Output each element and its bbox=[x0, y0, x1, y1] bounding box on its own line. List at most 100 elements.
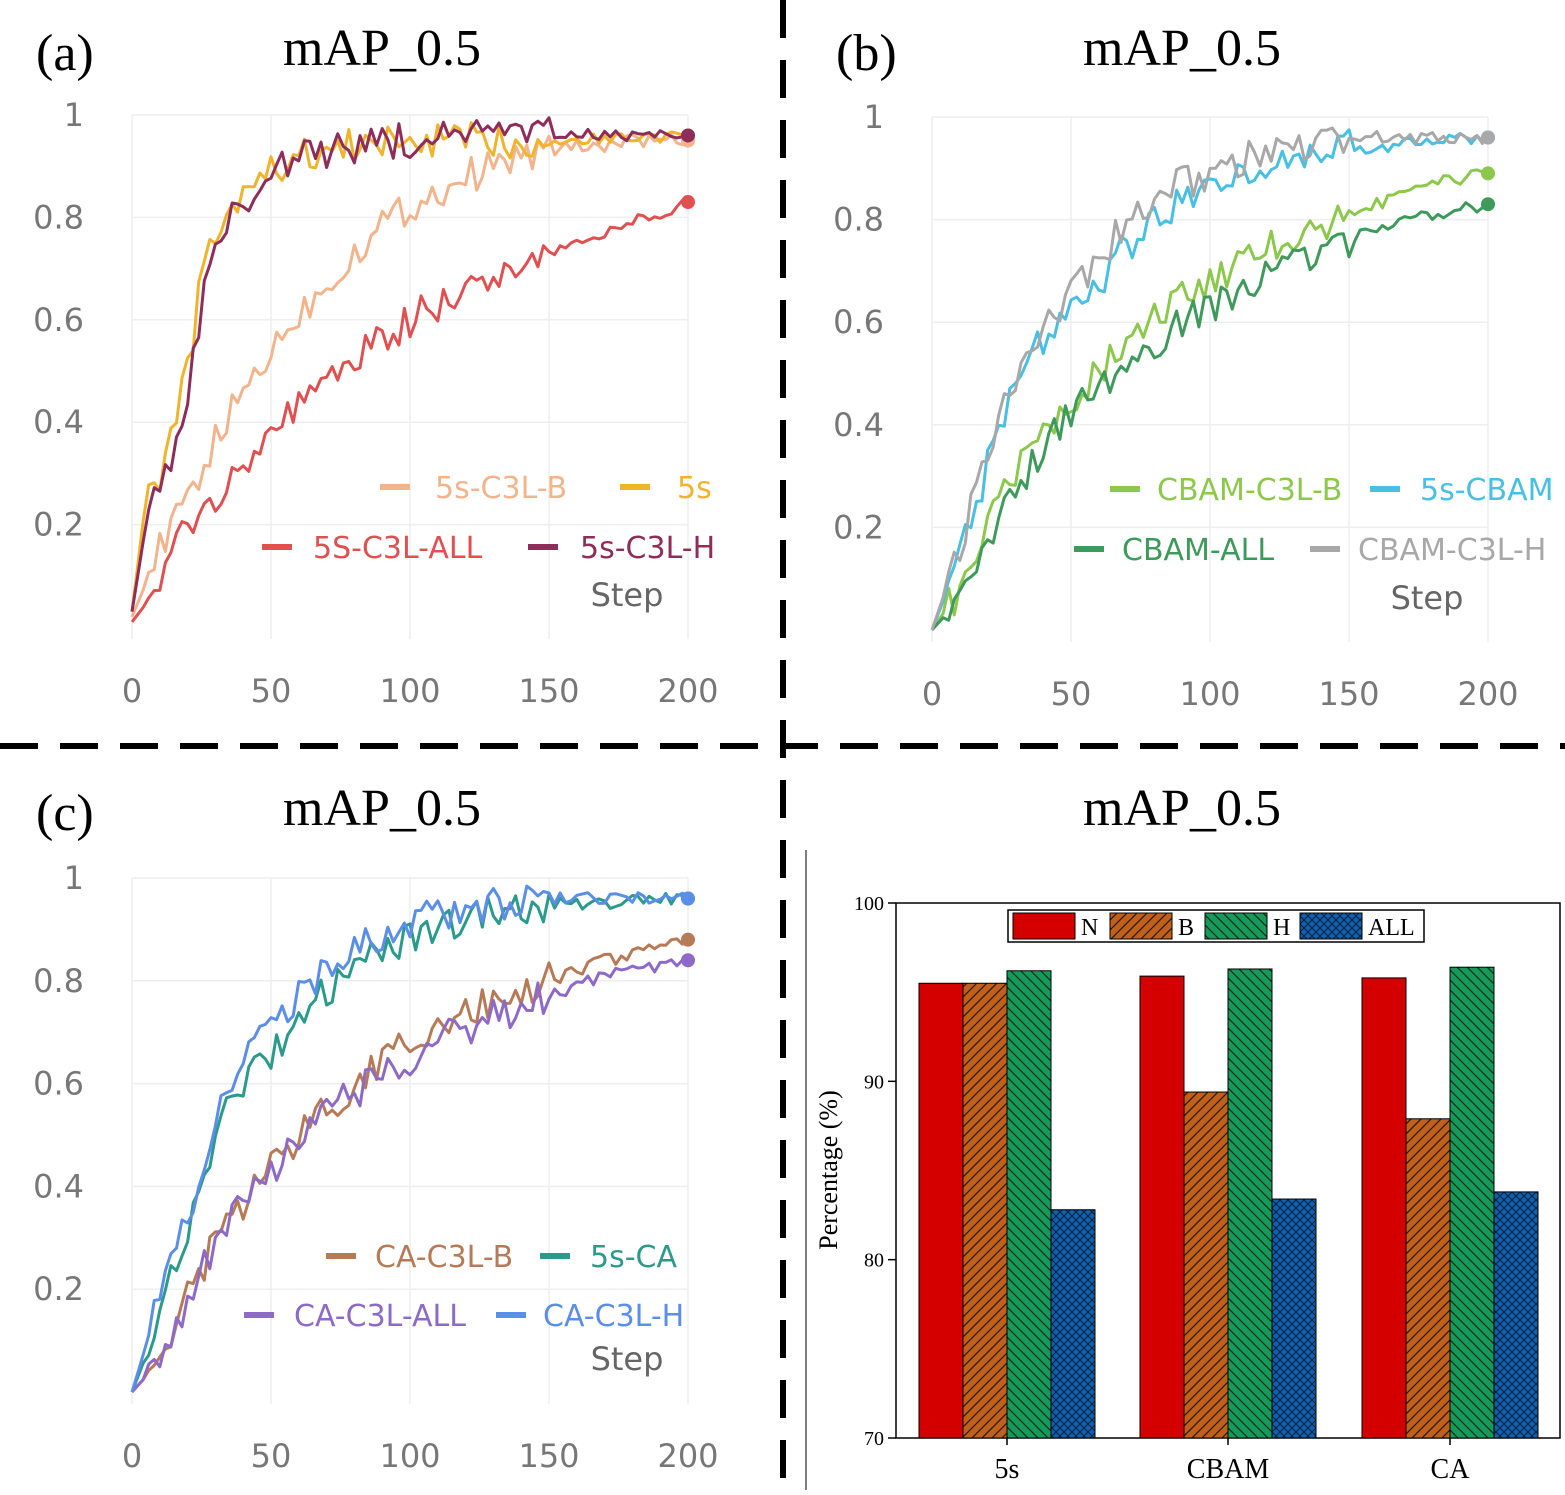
x-tick-label: 100 bbox=[379, 1437, 440, 1475]
panel-b-tag: (b) bbox=[836, 25, 897, 82]
y-tick-label: 1 bbox=[64, 859, 84, 897]
legend-label: 5S-C3L-ALL bbox=[313, 531, 483, 566]
bar bbox=[1139, 975, 1185, 1439]
bar bbox=[1050, 1209, 1096, 1439]
panel-a-step-label: Step bbox=[591, 576, 664, 614]
series-line bbox=[930, 168, 1489, 631]
y-tick-label: 0.4 bbox=[33, 1167, 84, 1205]
y-tick-label: 0.8 bbox=[33, 962, 84, 1000]
y-tick-label: 0.4 bbox=[833, 406, 884, 444]
panel-b-plot-area: 0.2 0.4 0.6 0.8 1 0 50 100 150 200 CBAM-C3L-B 5s-CB… bbox=[833, 98, 1553, 713]
bar bbox=[1271, 1198, 1317, 1439]
series-line bbox=[130, 116, 689, 612]
series-line bbox=[130, 884, 689, 1393]
legend-label: 5s-CA bbox=[590, 1240, 677, 1275]
x-tick-label: 150 bbox=[518, 672, 579, 710]
panel-a: (a) mAP_0.5 0.2 0.4 0.6 0.8 1 0 50 100 150 200 5s-… bbox=[33, 20, 718, 710]
y-tick-label: 0.6 bbox=[33, 301, 84, 339]
y-tick-label: 0.8 bbox=[833, 201, 884, 239]
bar-legend-swatch bbox=[1109, 912, 1173, 940]
series-line bbox=[930, 128, 1490, 631]
bar-legend-swatch bbox=[1012, 912, 1076, 940]
series-line bbox=[130, 936, 690, 1394]
bar-legend-label: H bbox=[1273, 915, 1290, 941]
bar-legend-label: ALL bbox=[1368, 915, 1415, 941]
series-end-marker bbox=[681, 932, 695, 947]
panel-d-plot-area: 70 80 90 100 5s CBAM CA N B H ALL bbox=[854, 893, 1561, 1485]
series-end-marker bbox=[681, 953, 695, 968]
panel-d-title: mAP_0.5 bbox=[1083, 780, 1281, 837]
bar-legend-label: B bbox=[1178, 915, 1194, 941]
series-end-marker bbox=[1481, 130, 1495, 145]
panel-c-tag: (c) bbox=[36, 785, 94, 842]
panel-b: (b) mAP_0.5 0.2 0.4 0.6 0.8 1 0 50 100 150 200 CBA… bbox=[833, 20, 1553, 713]
x-tick-label: 200 bbox=[657, 1437, 718, 1475]
series-end-marker bbox=[681, 128, 695, 143]
legend-label: 5s-CBAM bbox=[1420, 473, 1553, 508]
legend-label: 5s-C3L-H bbox=[580, 531, 715, 566]
legend-label: CBAM-ALL bbox=[1122, 533, 1274, 568]
bar bbox=[1227, 968, 1273, 1439]
series-line bbox=[130, 956, 689, 1394]
panel-a-plot-area: 0.2 0.4 0.6 0.8 1 0 50 100 150 200 5s-C3L-B 5s 5S-C3… bbox=[33, 96, 718, 710]
x-tick-label: 50 bbox=[251, 672, 292, 710]
x-tick-label: 50 bbox=[251, 1437, 292, 1475]
x-tick-label: 150 bbox=[518, 1437, 579, 1475]
bar-legend-swatch bbox=[1299, 912, 1363, 940]
y-tick-label: 0.6 bbox=[833, 303, 884, 341]
series-line bbox=[130, 133, 690, 618]
panel-d: mAP_0.5 Percentage (%) 70 80 90 100 5s CBAM CA… bbox=[805, 780, 1561, 1490]
y-tick-label: 0.4 bbox=[33, 403, 84, 441]
y-tick-label: 1 bbox=[64, 96, 84, 134]
legend-label: CBAM-C3L-H bbox=[1358, 533, 1546, 568]
bar-legend-swatch bbox=[1204, 912, 1268, 940]
x-tick-label: 150 bbox=[1318, 675, 1379, 713]
legend-label: 5s bbox=[677, 471, 712, 506]
series-end-marker bbox=[1481, 166, 1495, 181]
legend-label: CBAM-C3L-B bbox=[1157, 473, 1342, 508]
y-tick-label: 1 bbox=[864, 98, 884, 136]
bar bbox=[1183, 1091, 1229, 1439]
legend-label: CA-C3L-B bbox=[375, 1240, 513, 1275]
x-category-label: 5s bbox=[995, 1454, 1020, 1485]
legend-label: CA-C3L-ALL bbox=[294, 1299, 466, 1334]
panel-d-ylabel: Percentage (%) bbox=[814, 1090, 843, 1250]
x-tick-label: 50 bbox=[1051, 675, 1092, 713]
x-tick-label: 200 bbox=[657, 672, 718, 710]
series-line bbox=[930, 201, 1489, 632]
y-tick-label: 0.2 bbox=[33, 1270, 84, 1308]
y-tick-label: 80 bbox=[864, 1250, 884, 1272]
bar bbox=[1493, 1191, 1539, 1439]
series-line bbox=[130, 197, 689, 623]
bar bbox=[1449, 966, 1495, 1439]
panel-c-title: mAP_0.5 bbox=[283, 780, 481, 837]
x-tick-label: 200 bbox=[1457, 675, 1518, 713]
bar bbox=[1006, 970, 1052, 1439]
panel-b-step-label: Step bbox=[1391, 579, 1464, 617]
legend-label: 5s-C3L-B bbox=[435, 471, 567, 506]
bar bbox=[1405, 1118, 1451, 1439]
series-end-marker bbox=[681, 195, 695, 210]
y-tick-label: 70 bbox=[864, 1428, 884, 1450]
panel-a-title: mAP_0.5 bbox=[283, 20, 481, 77]
panel-c-plot-area: 0.2 0.4 0.6 0.8 1 0 50 100 150 200 CA-C3L-B 5s-CA CA… bbox=[33, 859, 718, 1475]
x-category-label: CA bbox=[1431, 1454, 1471, 1485]
series-line bbox=[930, 126, 1490, 631]
bar bbox=[1361, 977, 1407, 1439]
y-tick-label: 0.2 bbox=[33, 506, 84, 544]
y-tick-label: 100 bbox=[854, 893, 884, 915]
bar-legend-label: N bbox=[1081, 915, 1098, 941]
y-tick-label: 0.6 bbox=[33, 1065, 84, 1103]
bar bbox=[962, 982, 1008, 1439]
x-tick-label: 0 bbox=[122, 1437, 142, 1475]
panel-c: (c) mAP_0.5 0.2 0.4 0.6 0.8 1 0 50 100 150 200 CA-… bbox=[33, 780, 718, 1475]
x-tick-label: 100 bbox=[1179, 675, 1240, 713]
y-tick-label: 90 bbox=[864, 1071, 884, 1093]
panel-b-title: mAP_0.5 bbox=[1083, 20, 1281, 77]
panel-a-tag: (a) bbox=[36, 25, 94, 82]
x-tick-label: 100 bbox=[379, 672, 440, 710]
bar bbox=[918, 982, 964, 1439]
panel-c-step-label: Step bbox=[591, 1340, 664, 1378]
x-tick-label: 0 bbox=[122, 672, 142, 710]
series-end-marker bbox=[1481, 197, 1495, 212]
